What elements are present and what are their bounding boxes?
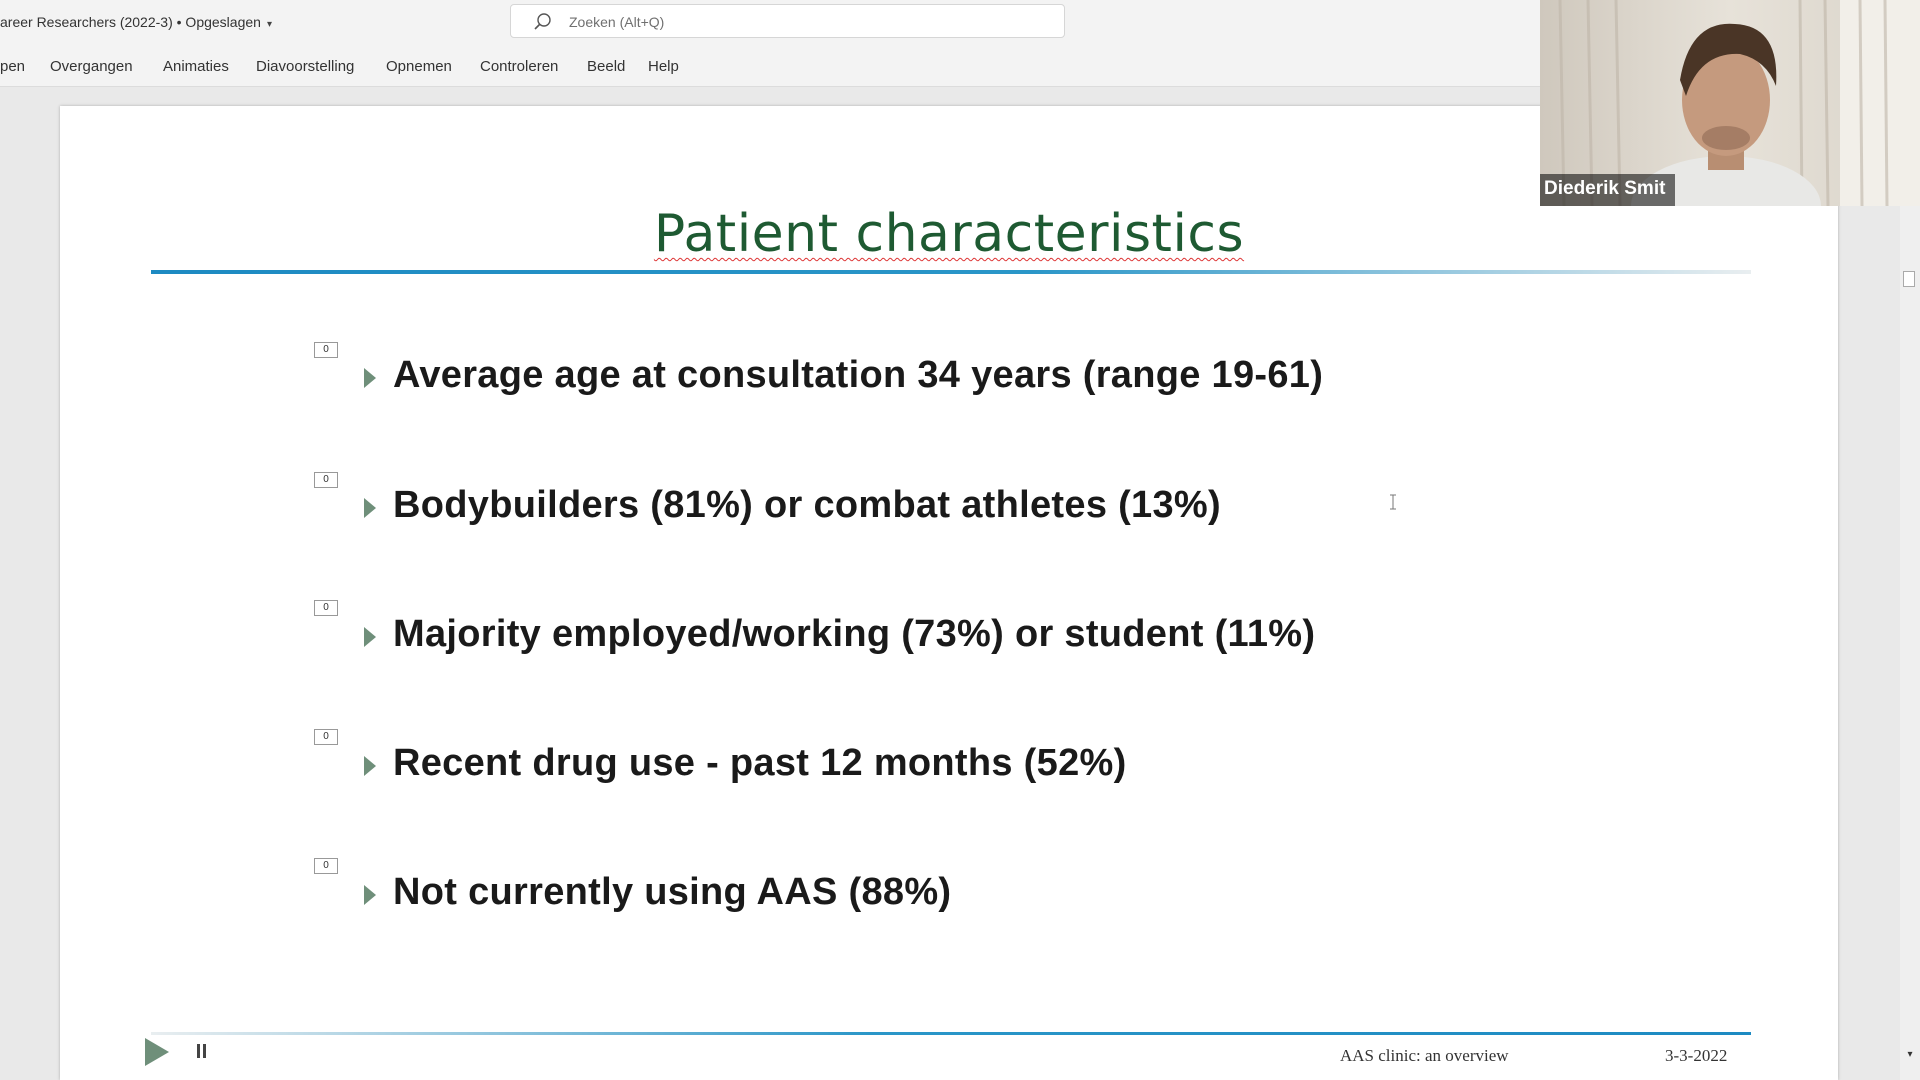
scroll-thumb[interactable] [1903, 271, 1915, 287]
tab-opnemen[interactable]: Opnemen [386, 58, 452, 75]
animation-tag[interactable]: 0 [314, 472, 338, 488]
animation-tag[interactable]: 0 [314, 600, 338, 616]
tab-controleren[interactable]: Controleren [480, 58, 559, 75]
bullet-text: Recent drug use - past 12 months (52%) [393, 742, 1127, 784]
tab-animaties[interactable]: Animaties [163, 58, 229, 75]
animation-tag[interactable]: 0 [314, 729, 338, 745]
scroll-down-icon[interactable]: ▾ [1907, 1049, 1913, 1060]
tab-help[interactable]: Help [648, 58, 679, 75]
bullet-text: Average age at consultation 34 years (ra… [393, 354, 1324, 396]
footer-date: 3-3-2022 [1665, 1046, 1728, 1065]
animation-tag[interactable]: 0 [314, 342, 338, 358]
search-box[interactable] [510, 4, 1065, 38]
bullet-item[interactable]: 0 Not currently using AAS (88%) [60, 858, 1838, 918]
bullet-arrow-icon [364, 885, 376, 905]
video-tile[interactable]: Diederik Smit [1540, 0, 1920, 206]
participant-name: Diederik Smit [1540, 174, 1676, 206]
search-input[interactable] [567, 11, 1051, 33]
tab-beeld[interactable]: Beeld [587, 58, 626, 75]
bullet-arrow-icon [364, 368, 376, 388]
tab-openen[interactable]: pen [0, 58, 26, 75]
document-title[interactable]: areer Researchers (2022-3) • Opgeslagen ▾ [0, 14, 272, 30]
bullet-item[interactable]: 0 Average age at consultation 34 years (… [60, 342, 1838, 402]
bullet-item[interactable]: 0 Bodybuilders (81%) or combat athletes … [60, 472, 1838, 532]
bullet-arrow-icon [364, 756, 376, 776]
bullet-arrow-icon [364, 498, 376, 518]
slide-title-text: Patient characteristics [653, 204, 1245, 264]
bullet-text: Bodybuilders (81%) or combat athletes (1… [393, 484, 1221, 526]
tab-diavoorstelling[interactable]: Diavoorstelling [256, 58, 355, 75]
bullet-arrow-icon [364, 627, 376, 647]
slide-title[interactable]: Patient characteristics [60, 204, 1838, 264]
title-divider [151, 270, 1751, 274]
bullet-text: Not currently using AAS (88%) [393, 871, 952, 913]
play-icon[interactable] [145, 1038, 169, 1066]
chevron-down-icon[interactable]: ▾ [266, 19, 272, 30]
bullet-item[interactable]: 0 Majority employed/working (73%) or stu… [60, 600, 1838, 660]
tab-overgangen[interactable]: Overgangen [50, 58, 133, 75]
animation-tag[interactable]: 0 [314, 858, 338, 874]
document-title-text: areer Researchers (2022-3) • Opgeslagen [0, 14, 261, 30]
text-cursor-icon [1390, 494, 1396, 510]
slide-canvas[interactable]: Patient characteristics 0 Average age at… [60, 106, 1838, 1080]
bullet-item[interactable]: 0 Recent drug use - past 12 months (52%) [60, 729, 1838, 789]
participant-video [1540, 0, 1920, 206]
search-icon [534, 13, 551, 30]
footer-divider [151, 1032, 1751, 1035]
bullet-text: Majority employed/working (73%) or stude… [393, 613, 1316, 655]
pause-icon[interactable] [197, 1044, 207, 1058]
footer-title: AAS clinic: an overview [1340, 1046, 1509, 1065]
vertical-scrollbar[interactable]: ▾ [1900, 87, 1920, 1080]
